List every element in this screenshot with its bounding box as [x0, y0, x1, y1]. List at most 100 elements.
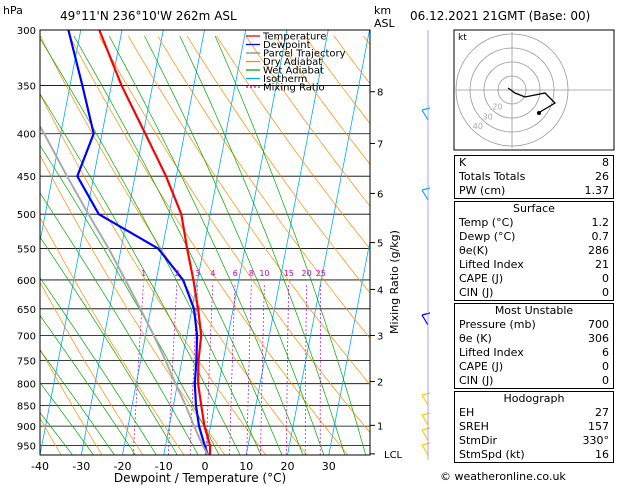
- km-tick-label: 2: [377, 377, 383, 388]
- index-row: StmSpd (kt) 16: [455, 448, 613, 462]
- hodograph-trace: [507, 87, 557, 113]
- wind-barb-flag: [421, 107, 431, 111]
- temperature-tick-label: 30: [322, 460, 336, 473]
- pressure-tick-label: 550: [17, 245, 36, 256]
- wind-barb: [421, 109, 429, 121]
- index-label: CAPE (J): [459, 360, 504, 373]
- pressure-tick-label: 350: [17, 82, 36, 93]
- index-value: 21: [595, 258, 609, 271]
- basic-indices-box: K 8 Totals Totals 26 PW (cm) 1.37: [454, 155, 614, 199]
- index-row: CIN (J) 0: [455, 286, 613, 300]
- index-value: 0: [602, 272, 609, 285]
- mixing-ratio-line: [229, 282, 236, 455]
- index-label: CAPE (J): [459, 272, 504, 285]
- index-label: Lifted Index: [459, 346, 524, 359]
- index-value: 700: [588, 318, 609, 331]
- index-value: 0.7: [591, 230, 610, 243]
- wind-barb-flag: [421, 442, 431, 446]
- index-value: 6: [602, 346, 609, 359]
- isotherm-line: [163, 30, 247, 455]
- dry-adiabat-line: [128, 35, 370, 386]
- index-label: Temp (°C): [459, 216, 514, 229]
- index-label: Lifted Index: [459, 258, 524, 271]
- asl-unit-label: ASL: [374, 17, 396, 30]
- km-tick-label: 4: [377, 285, 383, 296]
- mixing-ratio-value-label: 15: [284, 269, 294, 278]
- mixing-ratio-value-label: 4: [210, 269, 215, 278]
- index-value: 8: [602, 156, 609, 169]
- wet-adiabat-line: [179, 35, 346, 455]
- isotherm-line: [40, 30, 123, 455]
- hpa-unit-label: hPa: [3, 4, 23, 17]
- x-axis-label: Dewpoint / Temperature (°C): [114, 471, 286, 485]
- index-row: StmDir 330°: [455, 434, 613, 448]
- index-row: θe (K) 306: [455, 332, 613, 346]
- mixing-ratio-value-label: 25: [316, 269, 326, 278]
- isotherm-line: [245, 30, 329, 455]
- index-label: CIN (J): [459, 286, 494, 299]
- index-row: CAPE (J) 0: [455, 360, 613, 374]
- dry-adiabat-line: [216, 35, 370, 250]
- index-row: CIN (J) 0: [455, 374, 613, 388]
- wind-barb: [421, 314, 429, 326]
- index-label: Totals Totals: [459, 170, 526, 183]
- dry-adiabat-line: [274, 35, 370, 165]
- km-tick-label: LCL: [384, 450, 403, 461]
- axes: 3003504004505005506006507007508008509009…: [17, 26, 403, 473]
- dry-adiabat-line: [186, 35, 370, 294]
- mixing-ratio-line: [260, 282, 265, 455]
- isotherm-line: [0, 30, 40, 455]
- pressure-tick-label: 600: [17, 276, 36, 287]
- wet-adiabat-line: [40, 349, 115, 455]
- wind-barb: [421, 429, 429, 441]
- mixing-ratio-value-label: 1: [141, 269, 146, 278]
- wind-barb: [421, 394, 429, 406]
- temperature-tick-label: -10: [155, 460, 173, 473]
- wet-adiabat-line: [40, 93, 241, 455]
- series-parcel-trajectory: [40, 124, 209, 455]
- index-value: 26: [595, 170, 609, 183]
- pressure-tick-label: 800: [17, 380, 36, 391]
- index-label: Pressure (mb): [459, 318, 536, 331]
- profile-lines: [40, 30, 212, 455]
- surface-box: Surface Temp (°C) 1.2 Dewp (°C) 0.7 θe(K) 286 L…: [454, 201, 614, 301]
- index-label: StmDir: [459, 434, 498, 447]
- hodograph-ring-label: 40: [473, 122, 483, 131]
- pressure-tick-label: 450: [17, 172, 36, 183]
- wind-barb-flag: [421, 392, 431, 396]
- wind-barb: [421, 189, 429, 201]
- mixing-ratio-axis-label: Mixing Ratio (g/kg): [388, 230, 401, 334]
- wet-adiabat-line: [108, 35, 304, 455]
- pressure-tick-label: 300: [17, 26, 36, 37]
- index-label: EH: [459, 406, 475, 419]
- mixing-ratio-line: [285, 282, 290, 455]
- wind-barb: [421, 414, 429, 426]
- legend-label: Parcel Trajectory: [263, 49, 346, 60]
- mixing-ratio-value-label: 6: [233, 269, 238, 278]
- wind-barb-flag: [421, 312, 431, 316]
- dry-adiabat-line: [98, 35, 370, 434]
- hodograph-storm-marker: [537, 111, 541, 115]
- index-row: Totals Totals 26: [455, 170, 613, 184]
- pressure-tick-label: 900: [17, 422, 36, 433]
- index-row: Lifted Index 21: [455, 258, 613, 272]
- wet-adiabat-line: [144, 35, 325, 455]
- temperature-tick-label: 0: [202, 460, 209, 473]
- km-tick-label: 7: [377, 140, 383, 151]
- hodograph-ring-label: 30: [483, 112, 493, 121]
- mixing-ratio-line: [167, 282, 178, 455]
- temperature-tick-label: 10: [239, 460, 253, 473]
- mixing-ratio-labels: 1 2 3 4 6 8 10 15 20 25: [141, 269, 326, 278]
- mixing-ratio-value-label: 20: [302, 269, 312, 278]
- mixing-ratio-line: [304, 282, 307, 455]
- section-title: Hodograph: [503, 392, 565, 405]
- dry-adiabat-line: [40, 154, 226, 455]
- mixing-ratio-value-label: 3: [195, 269, 200, 278]
- datetime-title: 06.12.2021 21GMT (Base: 00): [410, 9, 590, 23]
- index-value: 0: [602, 286, 609, 299]
- dry-adiabat-line: [245, 35, 370, 207]
- mixing-ratio-line: [132, 282, 144, 455]
